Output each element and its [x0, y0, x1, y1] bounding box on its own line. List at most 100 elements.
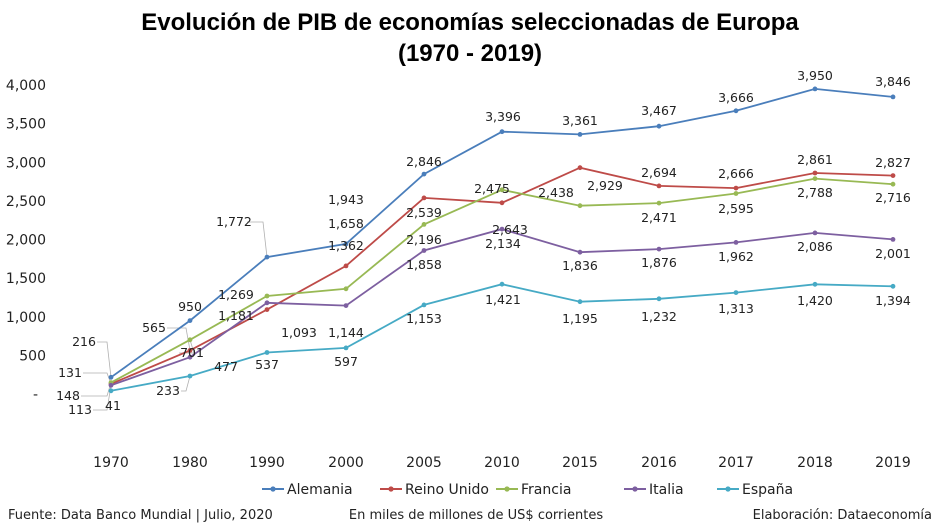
data-point	[812, 86, 818, 92]
data-point	[890, 94, 896, 100]
data-point	[890, 283, 896, 289]
data-label: 1,144	[328, 325, 364, 340]
data-label: 2,475	[474, 181, 510, 196]
x-tick-label: 2018	[797, 455, 833, 471]
data-point	[421, 248, 427, 253]
data-point	[421, 302, 427, 308]
legend-marker	[504, 486, 510, 492]
data-point	[264, 293, 270, 299]
data-label: 3,666	[718, 90, 754, 105]
data-label: 2,595	[718, 201, 754, 216]
y-tick-label: 2,500	[6, 194, 46, 210]
y-tick-label: 3,000	[6, 155, 46, 171]
data-point	[264, 254, 270, 260]
data-point	[577, 249, 583, 255]
legend-marker	[388, 486, 394, 492]
data-label: 597	[334, 354, 358, 369]
data-point	[187, 318, 193, 323]
data-label: 537	[255, 357, 279, 372]
y-tick-label: 500	[19, 348, 46, 364]
data-label: 1,876	[641, 255, 677, 270]
data-label: 1,858	[406, 257, 442, 272]
data-label: 2,861	[797, 152, 833, 167]
data-point	[656, 296, 662, 302]
data-label: 2,643	[492, 222, 528, 237]
y-tick-label: -	[33, 387, 38, 403]
data-point	[577, 165, 583, 171]
data-point	[499, 129, 505, 135]
data-point	[656, 183, 662, 189]
leader-line	[81, 382, 112, 397]
data-point	[499, 200, 505, 206]
data-point	[577, 203, 583, 209]
x-tick-label: 1970	[93, 455, 129, 471]
x-tick-label: 1990	[249, 455, 285, 471]
data-point	[108, 374, 114, 380]
data-label: 41	[105, 398, 121, 413]
series-line	[110, 166, 894, 385]
data-label: 701	[180, 345, 204, 360]
data-label: 1,394	[875, 293, 911, 308]
data-point	[812, 281, 818, 287]
data-point	[343, 286, 349, 292]
legend-entry: España	[742, 482, 793, 498]
data-point	[264, 350, 270, 355]
data-point	[890, 173, 896, 179]
data-point	[733, 240, 739, 245]
data-point	[108, 388, 114, 394]
data-label: 2,846	[406, 154, 442, 169]
series-line	[110, 177, 894, 384]
data-point	[499, 187, 505, 193]
data-point	[421, 195, 427, 201]
data-label: 1,181	[218, 308, 254, 323]
data-point	[343, 303, 349, 308]
x-tick-label: 2016	[641, 455, 677, 471]
data-label: 2,086	[797, 239, 833, 254]
data-point	[499, 226, 505, 232]
y-tick-label: 1,500	[6, 271, 46, 287]
data-point	[421, 222, 427, 227]
data-label: 2,694	[641, 165, 677, 180]
data-point	[890, 181, 896, 187]
legend-entry: Italia	[649, 482, 684, 498]
legend-marker	[632, 486, 638, 492]
data-point	[812, 170, 818, 176]
data-point	[343, 263, 349, 269]
data-label: 2,788	[797, 185, 833, 200]
data-label: 2,666	[718, 166, 754, 181]
data-point	[733, 108, 739, 114]
data-label: 1,962	[718, 249, 754, 264]
data-label: 113	[68, 402, 92, 417]
data-label: 216	[72, 334, 96, 349]
x-axis: 1970 1980 1990 2000 2005 2010 2015 2016 2017 2018…	[93, 455, 911, 471]
legend-entry: Reino Unido	[405, 482, 489, 498]
data-label: 3,396	[485, 109, 521, 124]
data-point	[656, 200, 662, 206]
leader-line	[247, 221, 268, 258]
leader-line	[167, 327, 191, 351]
data-label: 131	[58, 365, 82, 380]
data-label: 2,471	[641, 210, 677, 225]
data-label: 148	[56, 388, 80, 403]
data-labels: 216 950 1,772 1,943 2,846 3,396 3,361 3,467 3,66…	[56, 68, 911, 417]
y-tick-label: 1,000	[6, 310, 46, 326]
y-axis: - 500 1,000 1,500 2,000 2,500 3,000 3,500 4,000	[6, 78, 46, 403]
chart-subtitle: (1970 - 2019)	[398, 40, 542, 67]
x-tick-label: 1980	[172, 455, 208, 471]
data-point	[187, 373, 193, 379]
data-label: 3,361	[562, 113, 598, 128]
footer-source: Fuente: Data Banco Mundial | Julio, 2020	[8, 508, 273, 523]
data-label: 2,929	[587, 178, 623, 193]
x-tick-label: 2000	[328, 455, 364, 471]
data-point	[187, 337, 193, 343]
x-tick-label: 2005	[406, 455, 442, 471]
data-point	[656, 246, 662, 252]
data-point	[187, 348, 193, 353]
data-label: 950	[178, 299, 202, 314]
data-point	[577, 299, 583, 305]
data-point	[343, 345, 349, 351]
data-label: 1,232	[641, 309, 677, 324]
data-label: 1,093	[281, 325, 317, 340]
x-tick-label: 2015	[562, 455, 598, 471]
